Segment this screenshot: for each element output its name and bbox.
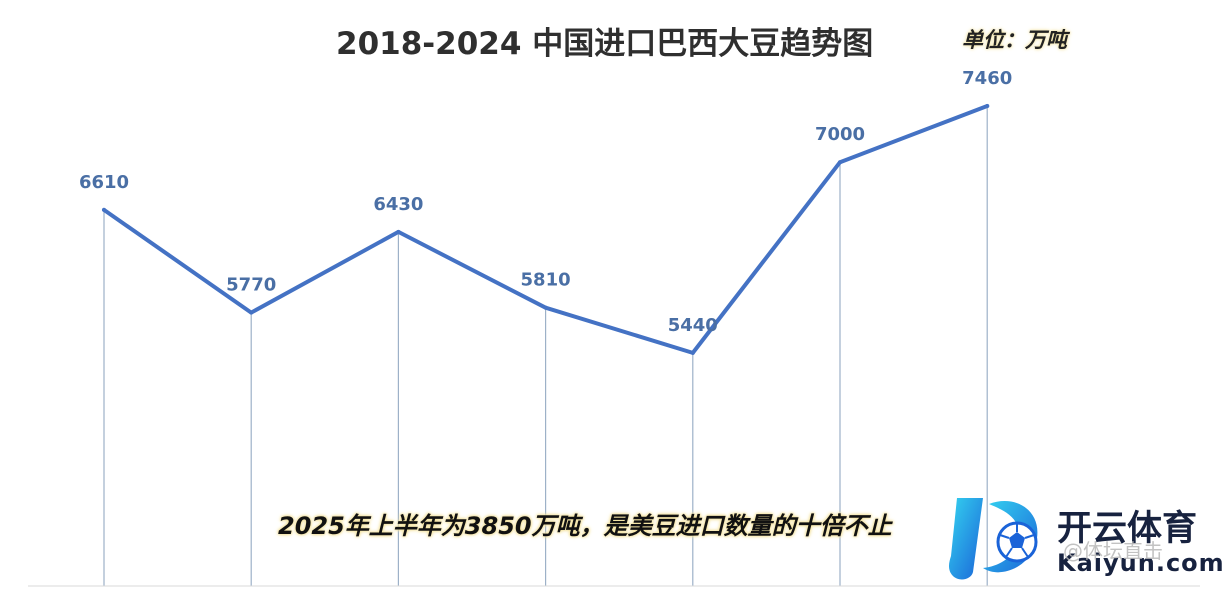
data-label-2020: 6430 [373, 194, 423, 215]
data-label-2022: 5440 [668, 315, 718, 336]
data-point-2018 [102, 207, 106, 212]
data-label-2024: 7460 [962, 68, 1012, 89]
data-label-2023: 7000 [815, 124, 865, 145]
logo-cn-text: 开云体育 [1057, 509, 1198, 549]
caption-text: 2025年上半年为3850万吨，是美豆进口数量的十倍不止 [278, 512, 892, 540]
data-point-2022 [690, 350, 695, 355]
data-label-2021: 5810 [521, 270, 571, 291]
unit-label: 单位：万吨 [962, 28, 1067, 52]
brand-logo: 开云体育 Kaiyun.com [945, 490, 1227, 586]
data-label-2018: 6610 [79, 172, 129, 193]
kaiyun-logo-icon [949, 498, 1038, 580]
chart-title: 2018-2024 中国进口巴西大豆趋势图 [336, 26, 874, 62]
data-point-2024 [985, 104, 990, 108]
logo-en-text: Kaiyun.com [1057, 549, 1225, 577]
data-point-2021 [543, 305, 548, 310]
data-point-2019 [249, 310, 254, 315]
data-point-2020 [396, 229, 401, 234]
data-point-2023 [838, 160, 842, 165]
data-label-2019: 5770 [226, 275, 276, 296]
watermark-text: @体坛直击 [1063, 539, 1163, 563]
